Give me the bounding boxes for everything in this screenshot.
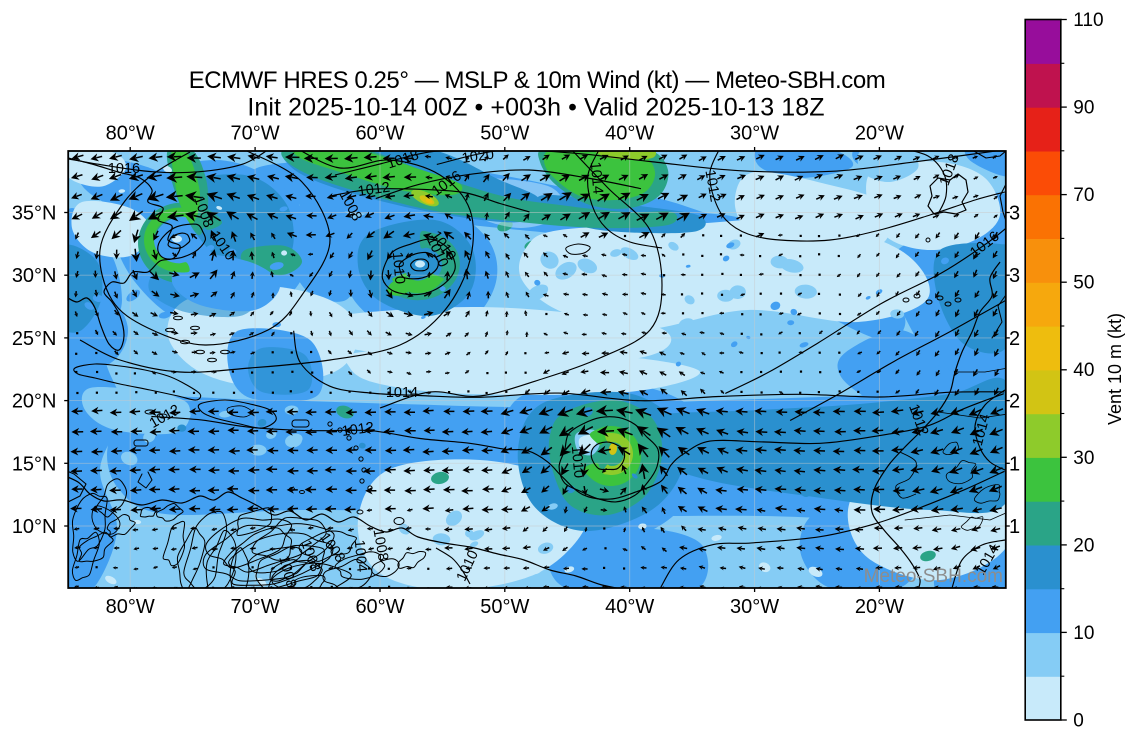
svg-text:50°W: 50°W xyxy=(480,123,529,145)
svg-text:10: 10 xyxy=(1073,623,1094,644)
svg-text:Meteo-SBH.com: Meteo-SBH.com xyxy=(864,566,1003,587)
svg-text:35°N: 35°N xyxy=(12,203,57,225)
svg-text:1020: 1020 xyxy=(461,147,495,167)
svg-text:ECMWF HRES 0.25° — MSLP & 10m: ECMWF HRES 0.25° — MSLP & 10m Wind (kt) … xyxy=(189,67,886,94)
svg-text:70°W: 70°W xyxy=(231,596,280,618)
svg-text:1014: 1014 xyxy=(386,385,418,401)
svg-text:50°W: 50°W xyxy=(480,596,529,618)
svg-text:1008: 1008 xyxy=(275,554,299,589)
svg-text:90: 90 xyxy=(1073,98,1094,119)
svg-text:1008: 1008 xyxy=(369,528,390,563)
svg-text:0: 0 xyxy=(1073,711,1084,732)
svg-text:25°N: 25°N xyxy=(12,328,57,350)
svg-text:35°N: 35°N xyxy=(1009,203,1054,225)
svg-text:50: 50 xyxy=(1073,273,1094,294)
svg-text:25°N: 25°N xyxy=(1009,328,1054,350)
svg-text:1014: 1014 xyxy=(587,161,606,195)
svg-text:40: 40 xyxy=(1073,360,1094,381)
svg-text:1012: 1012 xyxy=(357,180,391,200)
svg-text:10°N: 10°N xyxy=(1009,516,1054,538)
svg-text:80°W: 80°W xyxy=(106,123,155,145)
svg-text:30°N: 30°N xyxy=(1009,265,1054,287)
svg-text:30°N: 30°N xyxy=(12,265,57,287)
svg-text:1004: 1004 xyxy=(351,539,370,573)
svg-text:1010: 1010 xyxy=(389,251,408,285)
svg-text:10°N: 10°N xyxy=(12,516,57,538)
svg-text:15°N: 15°N xyxy=(12,453,57,475)
svg-text:Vent 10 m (kt): Vent 10 m (kt) xyxy=(1105,313,1125,425)
svg-text:20: 20 xyxy=(1073,535,1094,556)
svg-text:30°W: 30°W xyxy=(730,596,779,618)
svg-text:1016: 1016 xyxy=(108,161,140,177)
svg-text:1012: 1012 xyxy=(701,169,722,204)
svg-text:20°W: 20°W xyxy=(855,596,904,618)
svg-text:20°N: 20°N xyxy=(12,391,57,413)
svg-text:1012: 1012 xyxy=(341,420,375,440)
svg-text:60°W: 60°W xyxy=(355,596,404,618)
svg-text:30: 30 xyxy=(1073,448,1094,469)
svg-text:30°W: 30°W xyxy=(730,123,779,145)
svg-text:20°W: 20°W xyxy=(855,123,904,145)
svg-text:15°N: 15°N xyxy=(1009,453,1054,475)
svg-text:Init 2025-10-14 00Z • +003h •: Init 2025-10-14 00Z • +003h • Valid 2025… xyxy=(247,94,824,122)
svg-text:20°N: 20°N xyxy=(1009,391,1054,413)
svg-text:80°W: 80°W xyxy=(106,596,155,618)
svg-text:110: 110 xyxy=(1073,10,1103,31)
svg-text:60°W: 60°W xyxy=(355,123,404,145)
svg-text:70°W: 70°W xyxy=(231,123,280,145)
svg-text:40°W: 40°W xyxy=(605,596,654,618)
svg-text:40°W: 40°W xyxy=(605,123,654,145)
svg-text:70: 70 xyxy=(1073,185,1094,206)
